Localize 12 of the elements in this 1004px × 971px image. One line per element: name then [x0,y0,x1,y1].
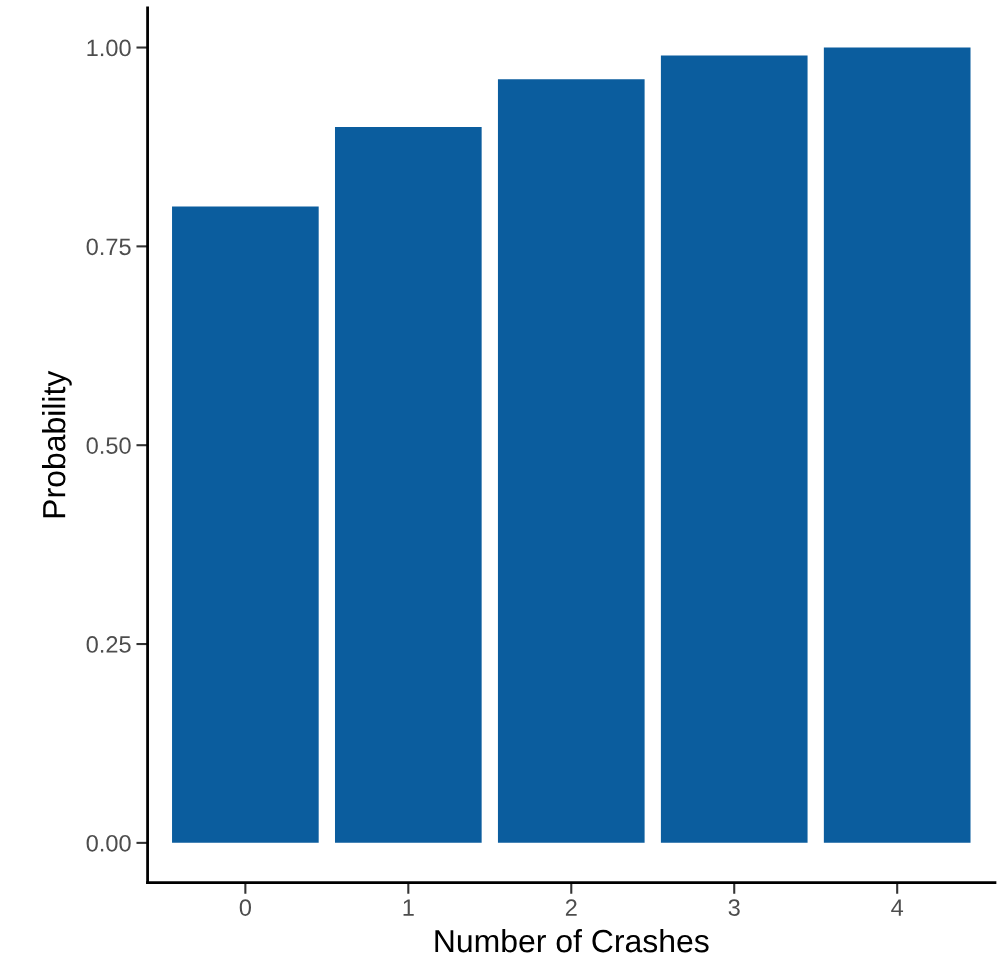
x-tick-label: 0 [239,899,251,916]
y-tick-label: 0.00 [86,834,131,852]
y-tick-label: 0.50 [86,437,131,454]
x-axis-title: Number of Crashes [435,928,709,953]
y-tick-label: 1.00 [87,39,131,57]
x-tick-label: 4 [891,899,904,916]
y-tick-label: 0.25 [86,636,131,653]
x-tick-label: 2 [565,899,577,916]
x-tick-label: 3 [728,899,740,916]
y-tick-label: 0.75 [86,238,131,256]
x-tick-label: 1 [403,899,414,916]
y-axis-title: Probability [42,370,72,518]
